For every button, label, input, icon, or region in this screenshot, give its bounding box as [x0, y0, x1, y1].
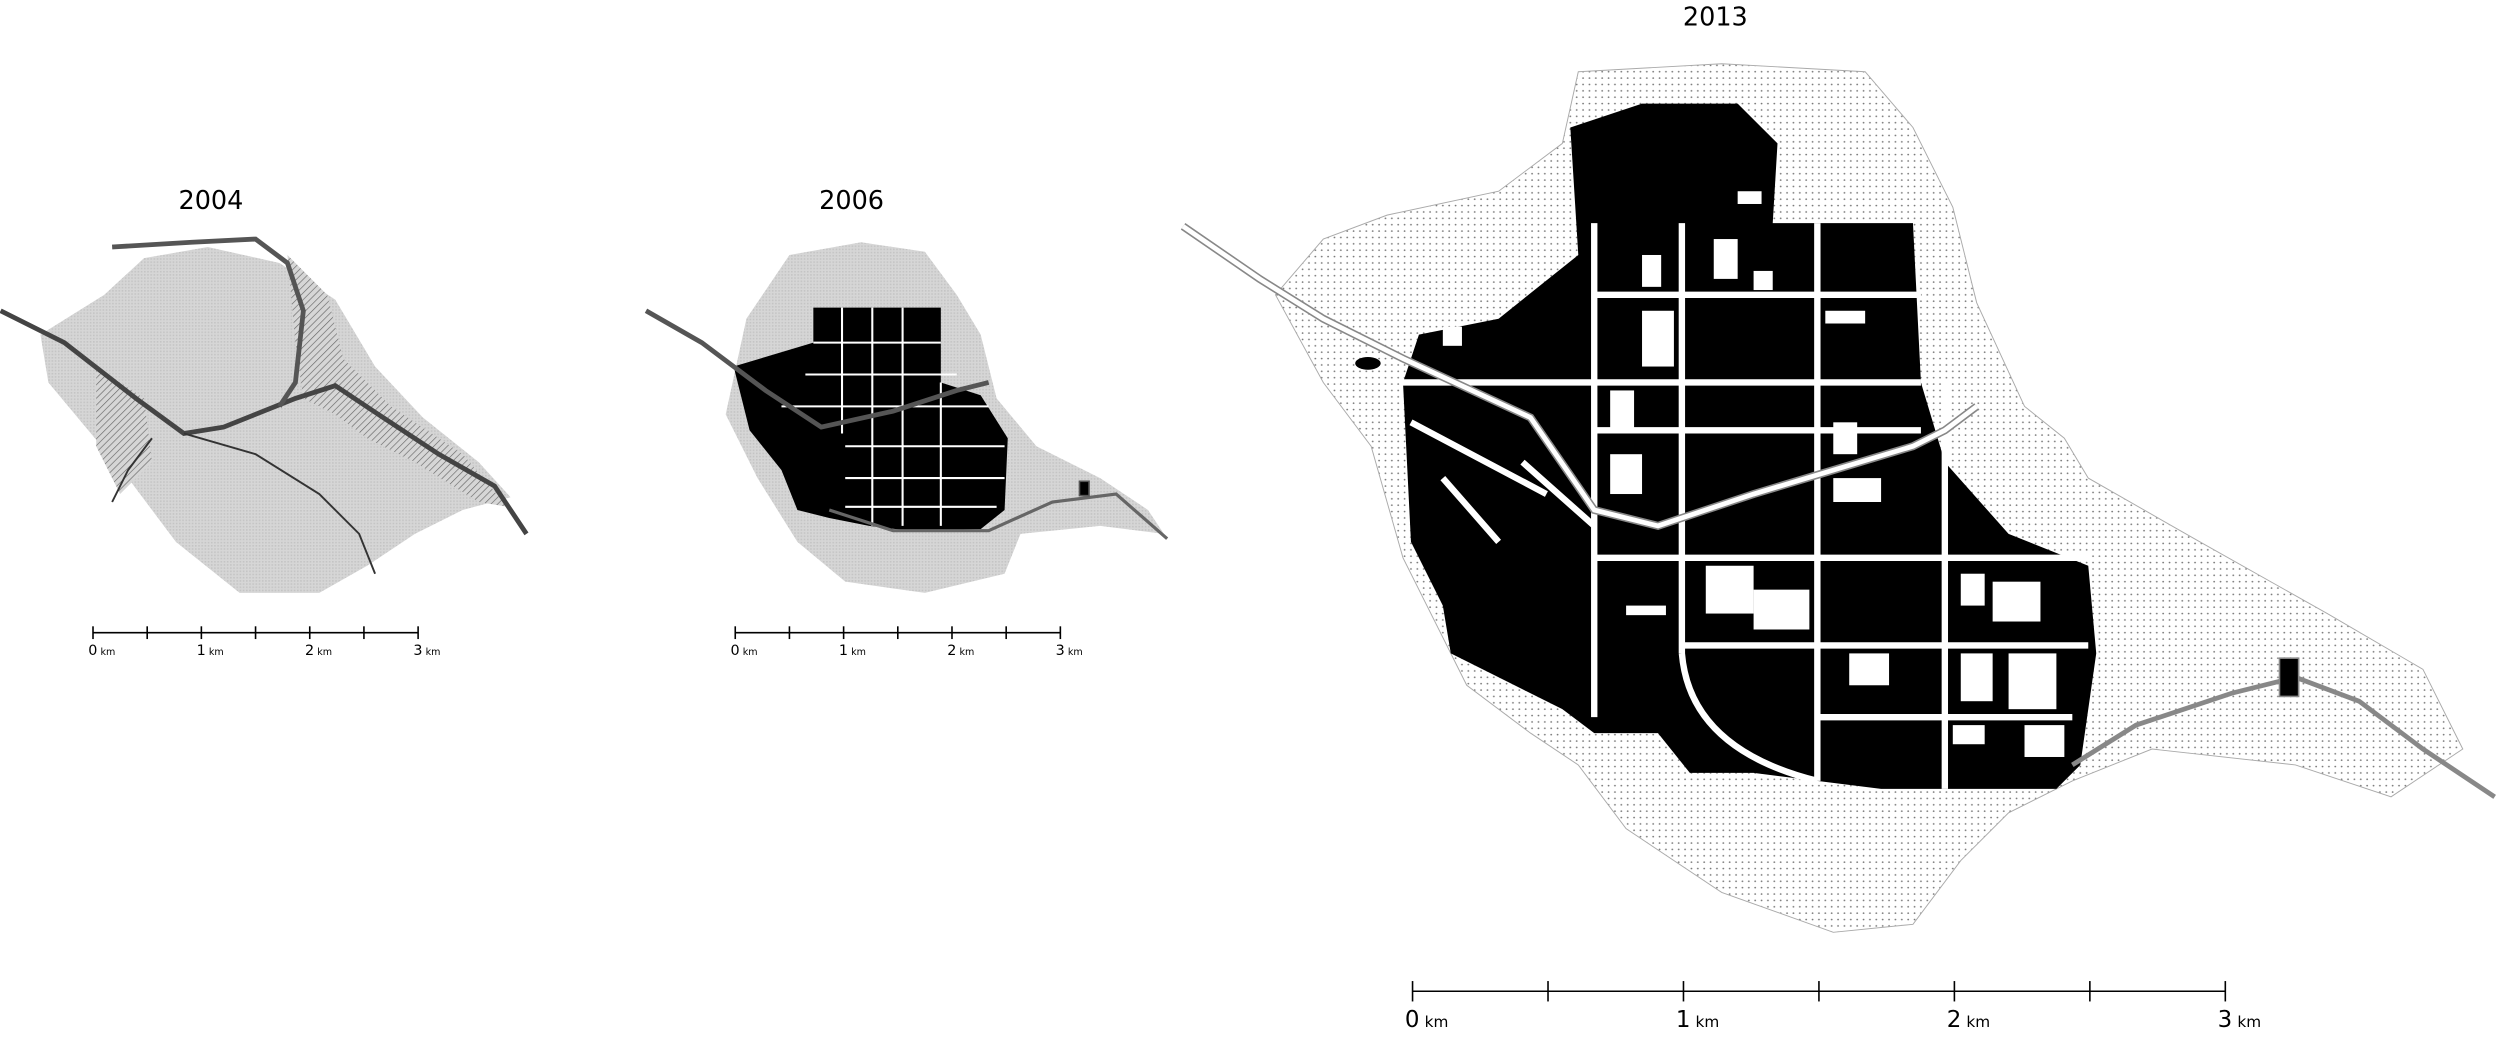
road — [828, 492, 1169, 540]
built-area — [733, 307, 1008, 531]
scale-value: 1 — [1676, 1007, 1691, 1033]
scale-value: 2 — [1947, 1007, 1962, 1033]
scale-bar: 0 km 1 km 2 km 3 km — [730, 626, 1083, 659]
scale-unit: km — [851, 647, 866, 658]
scale-label: 1 km — [197, 643, 224, 659]
scale-value: 3 — [2218, 1007, 2233, 1033]
scale-unit: km — [1425, 1013, 1449, 1031]
scale-unit: km — [317, 647, 332, 658]
map-title: 2013 — [1683, 2, 1748, 32]
scale-label: 3 km — [1056, 643, 1083, 659]
scale-unit: km — [2237, 1013, 2261, 1031]
scale-label: 2 km — [1947, 1007, 1990, 1033]
scale-value: 0 — [730, 643, 739, 659]
scale-label: 1 km — [839, 643, 866, 659]
scale-label: 2 km — [947, 643, 974, 659]
scale-bar: 0 km 1 km 2 km 3 km — [1405, 981, 2261, 1033]
scale-value: 0 — [1405, 1007, 1420, 1033]
scale-bar: 0 km 1 km 2 km 3 km — [88, 626, 440, 659]
station — [2278, 657, 2300, 698]
scale-value: 1 — [839, 643, 848, 659]
scale-unit: km — [1068, 647, 1083, 658]
scale-label: 2 km — [305, 643, 332, 659]
scale-value: 2 — [947, 643, 956, 659]
road — [644, 308, 990, 430]
scale-unit: km — [960, 647, 975, 658]
scale-unit: km — [743, 647, 758, 658]
map-2004: 2004 — [0, 186, 529, 593]
map-2006: 2006 — [644, 186, 1169, 593]
scale-unit: km — [1696, 1013, 1720, 1031]
scale-value: 2 — [305, 643, 314, 659]
river — [111, 236, 306, 408]
road — [0, 308, 529, 536]
road — [1181, 224, 1979, 529]
scale-label: 3 km — [2218, 1007, 2261, 1033]
scale-unit: km — [209, 647, 224, 658]
station — [1078, 480, 1090, 497]
pond — [1355, 356, 1381, 370]
road — [183, 432, 376, 575]
scale-label: 0 km — [1405, 1007, 1448, 1033]
map-title: 2006 — [819, 186, 884, 216]
road — [111, 437, 153, 503]
scale-value: 3 — [1056, 643, 1065, 659]
scale-unit: km — [101, 647, 116, 658]
region — [40, 247, 511, 593]
scale-label: 0 km — [88, 643, 115, 659]
scale-value: 1 — [197, 643, 206, 659]
scale-value: 0 — [88, 643, 97, 659]
scale-label: 3 km — [413, 643, 440, 659]
scale-label: 0 km — [730, 643, 757, 659]
scale-value: 3 — [413, 643, 422, 659]
map-title: 2004 — [179, 186, 244, 216]
map-2013: 2013 — [1180, 2, 2496, 933]
scale-unit: km — [1966, 1013, 1990, 1031]
scale-label: 1 km — [1676, 1007, 1719, 1033]
scale-unit: km — [426, 647, 441, 658]
street-grid — [1402, 223, 2089, 789]
built-area — [1402, 103, 2097, 789]
buildings — [1442, 191, 2065, 757]
